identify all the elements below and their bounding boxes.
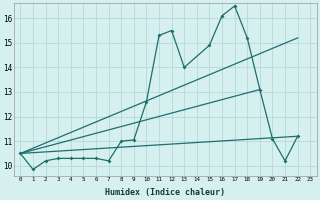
X-axis label: Humidex (Indice chaleur): Humidex (Indice chaleur) — [105, 188, 225, 197]
